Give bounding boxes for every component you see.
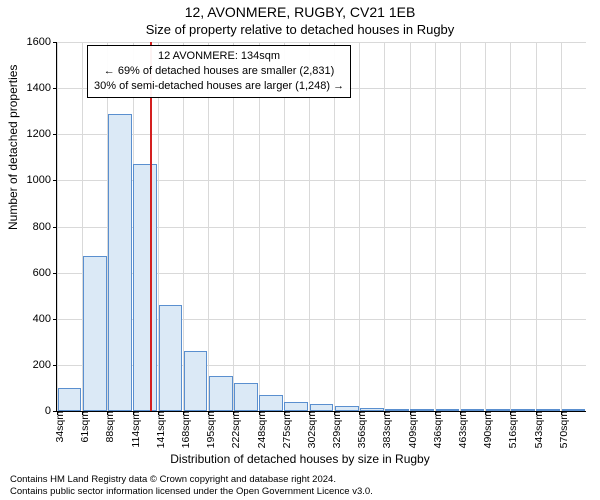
xtick-label: 222sqm — [224, 411, 242, 448]
annotation-line: 30% of semi-detached houses are larger (… — [94, 79, 344, 94]
histogram-bar — [310, 404, 334, 411]
gridline-v — [485, 42, 486, 411]
xtick-label: 543sqm — [527, 411, 545, 448]
gridline-v — [359, 42, 360, 411]
gridline-h — [57, 42, 586, 43]
gridline-v — [561, 42, 562, 411]
histogram-bar — [410, 409, 434, 411]
xtick-label: 490sqm — [476, 411, 494, 448]
plot-area: 12 AVONMERE: 134sqm← 69% of detached hou… — [56, 42, 586, 412]
annotation-line: ← 69% of detached houses are smaller (2,… — [94, 64, 344, 79]
histogram-bar — [234, 383, 258, 411]
xtick-label: 275sqm — [275, 411, 293, 448]
gridline-h — [57, 134, 586, 135]
histogram-bar — [133, 164, 157, 411]
gridline-v — [410, 42, 411, 411]
histogram-bar — [385, 409, 409, 411]
figure: 12, AVONMERE, RUGBY, CV21 1EB Size of pr… — [0, 0, 600, 500]
histogram-bar — [159, 305, 183, 411]
histogram-bar — [536, 409, 560, 411]
histogram-bar — [335, 406, 359, 411]
gridline-v — [57, 42, 58, 411]
ytick-label: 1200 — [27, 128, 57, 140]
ytick-label: 1600 — [27, 36, 57, 48]
xtick-label: 141sqm — [149, 411, 167, 448]
gridline-v — [435, 42, 436, 411]
xtick-label: 463sqm — [451, 411, 469, 448]
xtick-label: 114sqm — [124, 411, 142, 448]
attribution: Contains HM Land Registry data © Crown c… — [10, 474, 590, 498]
xtick-label: 168sqm — [174, 411, 192, 448]
ytick-label: 1400 — [27, 82, 57, 94]
histogram-bar — [360, 408, 384, 411]
xtick-label: 195sqm — [199, 411, 217, 448]
histogram-bar — [562, 409, 586, 411]
histogram-bar — [83, 256, 107, 411]
ytick-label: 200 — [33, 359, 57, 371]
gridline-v — [536, 42, 537, 411]
gridline-v — [460, 42, 461, 411]
ytick-label: 400 — [33, 313, 57, 325]
histogram-bar — [436, 409, 460, 411]
histogram-bar — [511, 409, 535, 411]
xtick-label: 88sqm — [98, 411, 116, 443]
gridline-v — [384, 42, 385, 411]
chart-title-line2: Size of property relative to detached ho… — [0, 22, 600, 37]
attribution-line2: Contains public sector information licen… — [10, 486, 590, 498]
xtick-label: 34sqm — [48, 411, 66, 443]
xtick-label: 329sqm — [325, 411, 343, 448]
ytick-label: 600 — [33, 267, 57, 279]
chart-title-line1: 12, AVONMERE, RUGBY, CV21 1EB — [0, 4, 600, 20]
gridline-v — [510, 42, 511, 411]
annotation-box: 12 AVONMERE: 134sqm← 69% of detached hou… — [87, 45, 351, 98]
ytick-label: 800 — [33, 221, 57, 233]
y-axis-label: Number of detached properties — [6, 65, 20, 230]
annotation-line: 12 AVONMERE: 134sqm — [94, 49, 344, 64]
histogram-bar — [209, 376, 233, 411]
histogram-bar — [259, 395, 283, 411]
xtick-label: 570sqm — [552, 411, 570, 448]
histogram-bar — [486, 409, 510, 411]
xtick-label: 61sqm — [73, 411, 91, 443]
histogram-bar — [58, 388, 82, 411]
histogram-bar — [184, 351, 208, 411]
xtick-label: 436sqm — [426, 411, 444, 448]
ytick-label: 1000 — [27, 174, 57, 186]
xtick-label: 516sqm — [501, 411, 519, 448]
xtick-label: 409sqm — [401, 411, 419, 448]
xtick-label: 302sqm — [300, 411, 318, 448]
xtick-label: 356sqm — [350, 411, 368, 448]
histogram-bar — [461, 409, 485, 411]
histogram-bar — [284, 402, 308, 411]
attribution-line1: Contains HM Land Registry data © Crown c… — [10, 474, 590, 486]
histogram-bar — [108, 114, 132, 412]
xtick-label: 248sqm — [250, 411, 268, 448]
xtick-label: 383sqm — [375, 411, 393, 448]
x-axis-label: Distribution of detached houses by size … — [0, 452, 600, 466]
